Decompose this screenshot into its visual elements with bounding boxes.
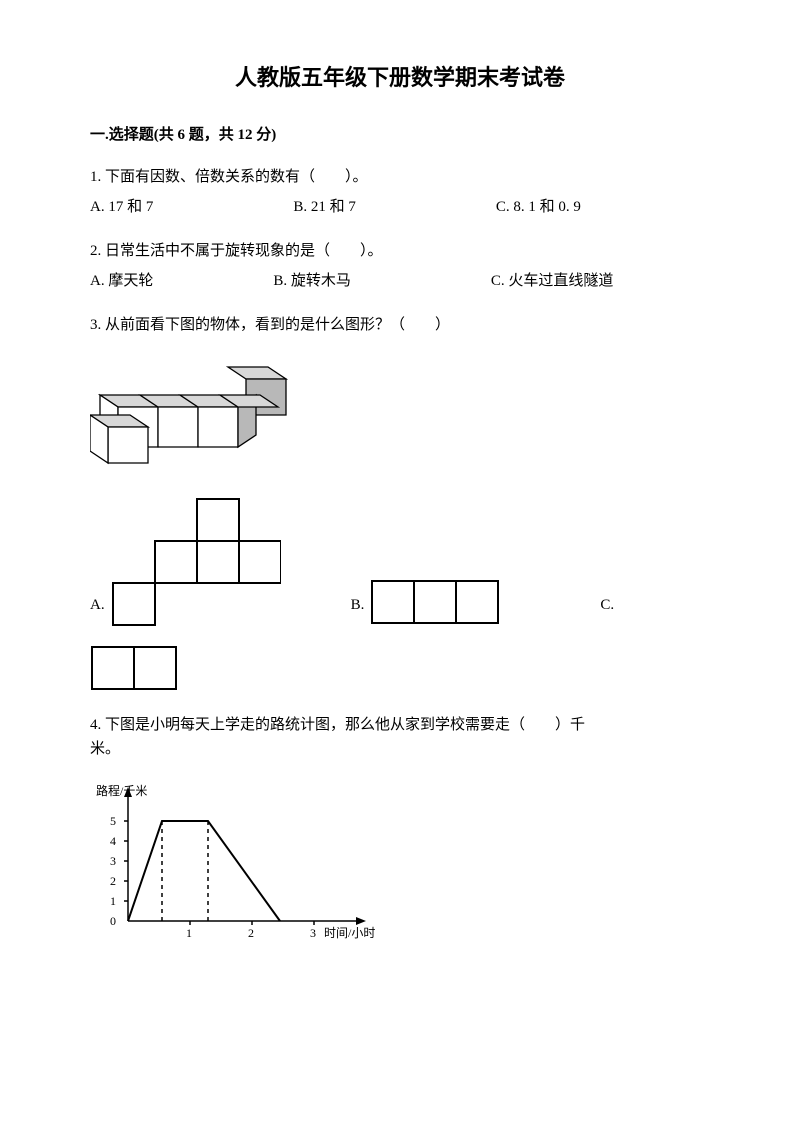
- q3-option-c-figure: [90, 645, 710, 693]
- q2-option-b: B. 旋转木马: [273, 269, 351, 293]
- question-3: 3. 从前面看下图的物体，看到的是什么图形？（ ）: [90, 313, 710, 693]
- q2-options: A. 摩天轮 B. 旋转木马 C. 火车过直线隧道: [90, 269, 710, 293]
- q3-label-c: C.: [600, 593, 614, 617]
- q1-text: 1. 下面有因数、倍数关系的数有（ ）。: [90, 165, 710, 189]
- question-4: 4. 下图是小明每天上学走的路统计图，那么他从家到学校需要走（ ）千 米。: [90, 713, 710, 941]
- question-1: 1. 下面有因数、倍数关系的数有（ ）。 A. 17 和 7 B. 21 和 7…: [90, 165, 710, 219]
- q1-option-a: A. 17 和 7: [90, 195, 153, 219]
- ytick-5: 5: [110, 814, 116, 828]
- q4-text-line1: 4. 下图是小明每天上学走的路统计图，那么他从家到学校需要走（ ）千: [90, 713, 710, 737]
- xtick-2: 2: [248, 926, 254, 940]
- ytick-1: 1: [110, 894, 116, 908]
- q3-cube-figure: [90, 357, 710, 467]
- chart-y-label: 路程/千米: [96, 783, 147, 798]
- q1-option-b: B. 21 和 7: [293, 195, 356, 219]
- page-title: 人教版五年级下册数学期末考试卷: [90, 60, 710, 95]
- section-header: 一.选择题(共 6 题，共 12 分): [90, 123, 710, 147]
- q3-label-b: B.: [351, 593, 365, 617]
- question-2: 2. 日常生活中不属于旋转现象的是（ ）。 A. 摩天轮 B. 旋转木马 C. …: [90, 239, 710, 293]
- q4-chart: 路程/千米 0 1 2 3 4 5 1 2 3 时间/小时: [90, 781, 710, 941]
- q1-options: A. 17 和 7 B. 21 和 7 C. 8. 1 和 0. 9: [90, 195, 710, 219]
- q3-label-a: A.: [90, 593, 105, 617]
- ytick-4: 4: [110, 834, 116, 848]
- q3-answer-row: A. B. C.: [90, 497, 710, 627]
- q4-text-line2: 米。: [90, 737, 710, 761]
- xtick-1: 1: [186, 926, 192, 940]
- xtick-3: 3: [310, 926, 316, 940]
- ytick-3: 3: [110, 854, 116, 868]
- q2-text: 2. 日常生活中不属于旋转现象的是（ ）。: [90, 239, 710, 263]
- q3-option-a-figure: [111, 497, 281, 627]
- ytick-0: 0: [110, 914, 116, 928]
- q1-option-c: C. 8. 1 和 0. 9: [496, 195, 581, 219]
- q2-option-c: C. 火车过直线隧道: [491, 269, 614, 293]
- q3-text: 3. 从前面看下图的物体，看到的是什么图形？（ ）: [90, 313, 710, 337]
- chart-x-label: 时间/小时: [324, 926, 375, 940]
- q3-option-b-figure: [370, 579, 510, 627]
- ytick-2: 2: [110, 874, 116, 888]
- q2-option-a: A. 摩天轮: [90, 269, 153, 293]
